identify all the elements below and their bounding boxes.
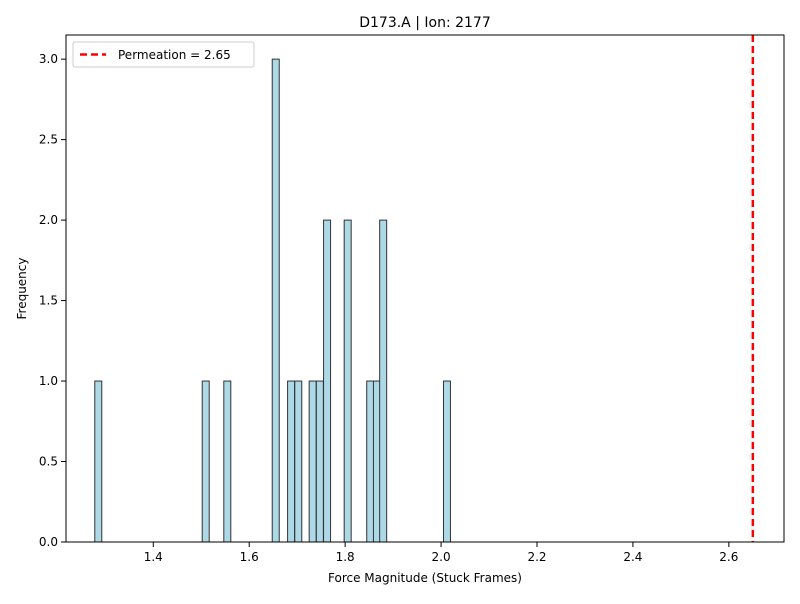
x-axis: 1.4 1.6 1.8 2.0 2.2 2.4 2.6 bbox=[144, 542, 738, 564]
x-tick-label: 2.4 bbox=[623, 550, 642, 564]
y-tick-label: 0.0 bbox=[39, 535, 58, 549]
plot-frame bbox=[65, 34, 785, 543]
y-axis-label: Frequency bbox=[15, 258, 29, 320]
histogram-bar-8 bbox=[323, 219, 332, 543]
histogram-bar-12 bbox=[379, 219, 388, 543]
y-tick-label: 3.0 bbox=[39, 52, 58, 66]
legend-label-permeation: Permeation = 2.65 bbox=[118, 48, 231, 62]
histogram-bar-2 bbox=[223, 380, 232, 543]
y-tick-label: 1.5 bbox=[39, 294, 58, 308]
x-tick-label: 2.6 bbox=[719, 550, 738, 564]
histogram-bar-7 bbox=[315, 380, 324, 543]
histogram-bar-9 bbox=[343, 219, 352, 543]
histogram-bar-6 bbox=[308, 380, 317, 543]
histogram-bar-0 bbox=[94, 380, 103, 543]
y-tick-label: 0.5 bbox=[39, 455, 58, 469]
histogram-bar-5 bbox=[294, 380, 303, 543]
chart-title: D173.A | Ion: 2177 bbox=[359, 15, 491, 31]
y-tick-label: 1.0 bbox=[39, 374, 58, 388]
y-tick-label: 2.0 bbox=[39, 213, 58, 227]
x-tick-label: 1.6 bbox=[240, 550, 259, 564]
x-tick-label: 1.4 bbox=[144, 550, 163, 564]
histogram-bar-3 bbox=[271, 58, 280, 543]
histogram-bar-1 bbox=[201, 380, 210, 543]
legend-box bbox=[72, 41, 255, 68]
bars-layer bbox=[94, 58, 451, 543]
legend: Permeation = 2.65 bbox=[72, 41, 255, 68]
histogram-bar-10 bbox=[366, 380, 375, 543]
y-tick-label: 2.5 bbox=[39, 133, 58, 147]
y-axis: 0.0 0.5 1.0 1.5 2.0 2.5 3.0 bbox=[39, 52, 66, 549]
x-axis-label: Force Magnitude (Stuck Frames) bbox=[328, 571, 522, 585]
histogram-bar-13 bbox=[442, 380, 451, 543]
histogram-bar-4 bbox=[287, 380, 296, 543]
x-tick-label: 2.2 bbox=[527, 550, 546, 564]
x-tick-label: 1.8 bbox=[336, 550, 355, 564]
x-tick-label: 2.0 bbox=[432, 550, 451, 564]
